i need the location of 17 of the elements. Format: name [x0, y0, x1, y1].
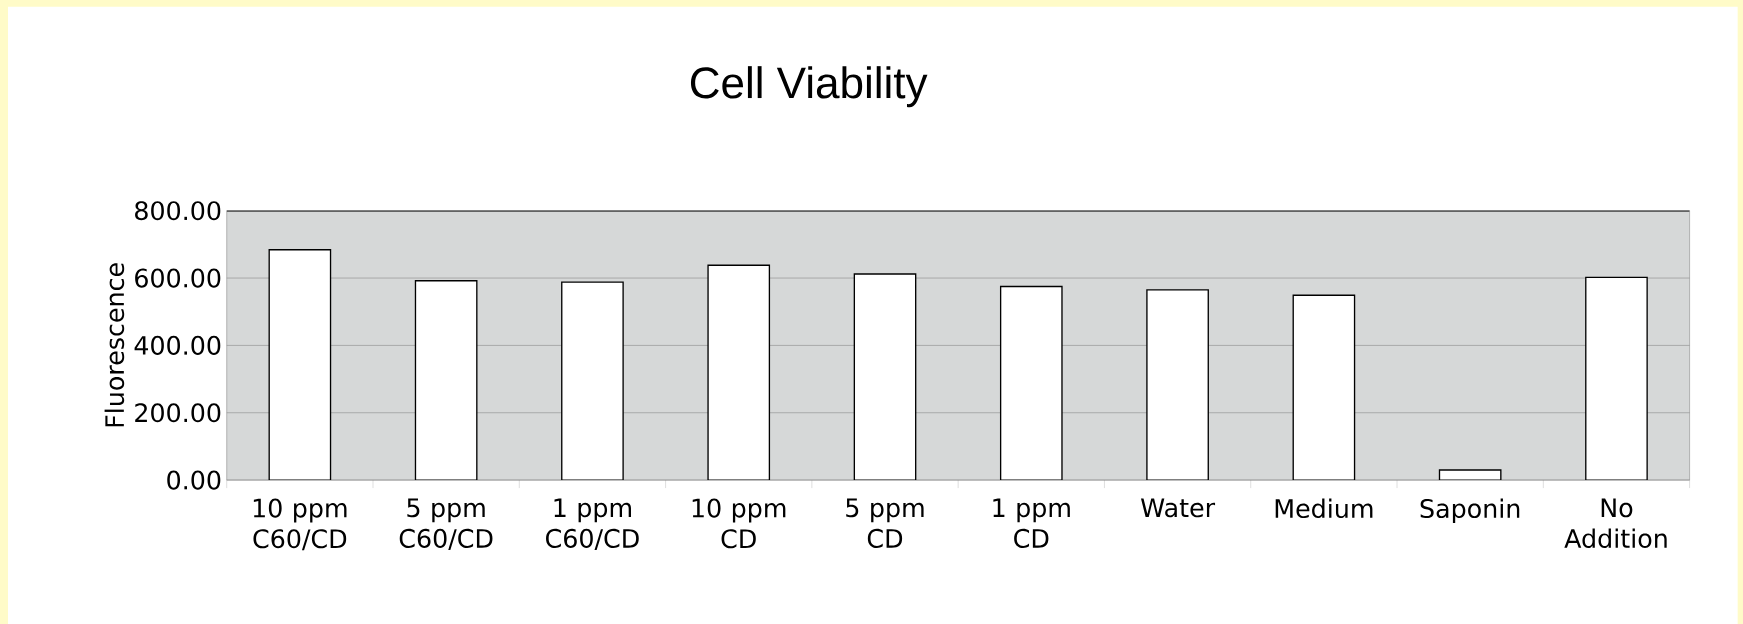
y-tick-label: 600.00 [135, 268, 221, 288]
x-tick-label: 10 ppm CD [692, 498, 786, 549]
y-axis-title: Fluorescence [104, 263, 125, 427]
y-tick-label: 200.00 [135, 403, 221, 423]
y-tick-label: 400.00 [134, 335, 221, 355]
x-tick-label: No Addition [1564, 498, 1667, 548]
y-tick-label: 800.00 [135, 201, 221, 221]
chart-title: Cell Viability [690, 66, 928, 108]
x-tick-label: 1 ppm C60/CD [546, 498, 639, 550]
x-tick-label: 1 ppm CD [993, 498, 1070, 548]
x-tick-label: 5 ppm C60/CD [399, 498, 493, 550]
x-tick-label: 5 ppm CD [846, 498, 924, 548]
x-tick-label: Saponin [1420, 498, 1520, 523]
x-tick-label: Water [1140, 498, 1216, 518]
x-tick-label: Medium [1275, 498, 1373, 519]
y-tick-label: 0.00 [167, 470, 221, 490]
x-tick-label: 10 ppm C60/CD [253, 498, 347, 551]
